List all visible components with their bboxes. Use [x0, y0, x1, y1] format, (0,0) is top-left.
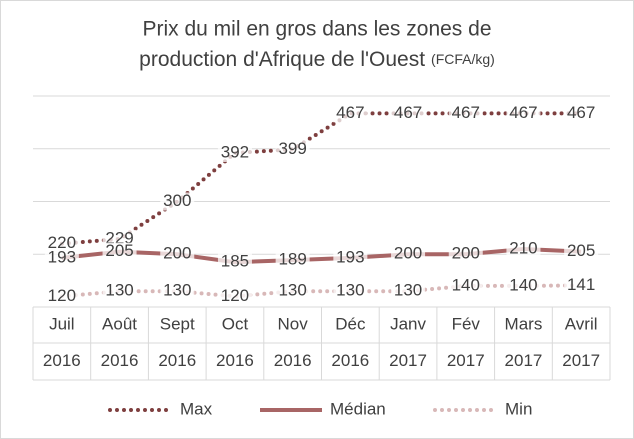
data-label: 140 [452, 275, 480, 294]
label-bg [448, 245, 483, 264]
data-label: 392 [221, 142, 249, 161]
x-tick-label: 2017 [447, 351, 485, 370]
data-label: 141 [567, 275, 595, 294]
data-label: 120 [221, 286, 249, 305]
data-label: 185 [221, 252, 249, 271]
series-line [61, 246, 582, 265]
data-label: 120 [48, 286, 76, 305]
label-bg [160, 192, 195, 211]
label-bg [333, 104, 368, 123]
data-label: 399 [278, 139, 306, 158]
data-label: 130 [336, 281, 364, 300]
label-bg [44, 234, 79, 253]
label-bg [275, 140, 310, 159]
data-label: 467 [452, 103, 480, 122]
label-bg [564, 104, 599, 123]
unit: (FCFA/kg) [431, 51, 495, 67]
data-label: 130 [278, 281, 306, 300]
x-tick-label: Déc [335, 314, 366, 333]
data-label: 193 [48, 247, 76, 266]
label-bg [217, 287, 252, 306]
label-bg [275, 251, 310, 270]
x-tick-label: 2017 [505, 351, 543, 370]
x-tick-label: 2016 [158, 351, 196, 370]
x-tick-label: 2017 [562, 351, 600, 370]
label-bg [506, 239, 541, 258]
x-tick-label: Août [102, 314, 137, 333]
x-tick-label: Nov [278, 314, 309, 333]
data-label: 220 [48, 233, 76, 252]
legend-label: Médian [330, 399, 386, 418]
label-bg [391, 282, 426, 301]
label-bg [564, 242, 599, 261]
label-bg [44, 248, 79, 267]
data-label: 193 [336, 247, 364, 266]
title-line: production d'Afrique de l'Ouest [139, 48, 425, 71]
x-tick-label: 2016 [274, 351, 312, 370]
x-tick-label: 2016 [43, 351, 81, 370]
data-label: 200 [452, 244, 480, 263]
legend-label: Min [505, 399, 532, 418]
series-line [59, 111, 584, 246]
data-label: 140 [509, 275, 537, 294]
x-tick-label: 2016 [101, 351, 139, 370]
x-tick-label: Oct [222, 314, 249, 333]
label-bg [506, 104, 541, 123]
chart-title: Prix du mil en gros dans les zones de [142, 18, 491, 41]
legend-label: Max [180, 399, 213, 418]
label-bg [217, 253, 252, 272]
data-label: 200 [163, 244, 191, 263]
chart-title: production d'Afrique de l'Ouest (FCFA/kg) [139, 48, 495, 71]
data-label: 130 [394, 281, 422, 300]
label-bg [333, 282, 368, 301]
data-label: 467 [509, 103, 537, 122]
data-label: 467 [394, 103, 422, 122]
data-label: 205 [567, 241, 595, 260]
label-bg [448, 276, 483, 295]
x-tick-label: Fév [452, 314, 481, 333]
label-bg [160, 282, 195, 301]
x-tick-label: 2017 [389, 351, 427, 370]
label-bg [102, 242, 137, 261]
data-label: 300 [163, 191, 191, 210]
x-tick-label: 2016 [331, 351, 369, 370]
label-bg [391, 104, 426, 123]
data-label: 189 [278, 250, 306, 269]
data-label: 210 [509, 238, 537, 257]
label-bg [44, 287, 79, 306]
series-line [59, 283, 584, 299]
label-bg [333, 248, 368, 267]
label-bg [506, 276, 541, 295]
data-label: 200 [394, 244, 422, 263]
x-tick-label: Avril [565, 314, 598, 333]
x-tick-label: Janv [390, 314, 426, 333]
x-tick-label: Mars [505, 314, 543, 333]
data-label: 467 [336, 103, 364, 122]
label-bg [391, 245, 426, 264]
data-label: 130 [163, 281, 191, 300]
label-bg [564, 276, 599, 295]
label-bg [217, 143, 252, 162]
data-label: 130 [105, 281, 133, 300]
x-tick-label: 2016 [216, 351, 254, 370]
x-tick-label: Sept [160, 314, 195, 333]
x-tick-label: Juil [49, 314, 75, 333]
label-bg [448, 104, 483, 123]
data-label: 205 [105, 241, 133, 260]
label-bg [160, 245, 195, 264]
label-bg [102, 282, 137, 301]
label-bg [275, 282, 310, 301]
data-label: 467 [567, 103, 595, 122]
